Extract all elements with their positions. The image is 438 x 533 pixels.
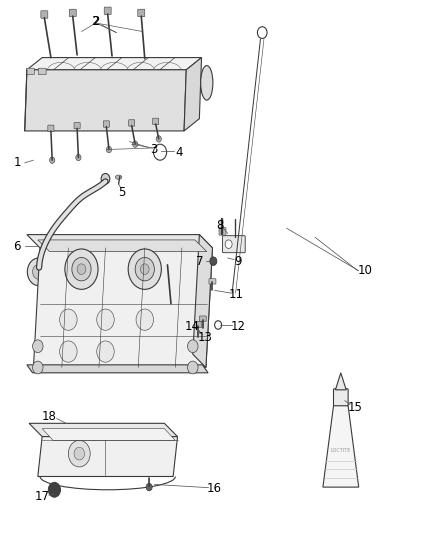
FancyBboxPatch shape (219, 228, 226, 235)
Circle shape (68, 440, 90, 467)
Polygon shape (27, 58, 201, 70)
Circle shape (65, 249, 98, 289)
Text: 10: 10 (358, 264, 373, 277)
Text: 7: 7 (196, 255, 203, 268)
Text: 8: 8 (216, 219, 223, 231)
Text: 5: 5 (118, 185, 126, 199)
FancyBboxPatch shape (26, 68, 34, 75)
Polygon shape (27, 365, 208, 373)
FancyBboxPatch shape (74, 123, 80, 129)
FancyBboxPatch shape (41, 11, 48, 18)
FancyBboxPatch shape (38, 68, 46, 75)
Circle shape (49, 157, 55, 164)
Ellipse shape (115, 175, 122, 179)
Ellipse shape (201, 66, 213, 100)
Circle shape (97, 341, 114, 362)
FancyBboxPatch shape (48, 125, 54, 132)
Circle shape (225, 240, 232, 248)
Text: 18: 18 (42, 410, 57, 423)
Text: 9: 9 (234, 255, 241, 268)
Text: 4: 4 (175, 146, 183, 159)
FancyBboxPatch shape (69, 9, 76, 17)
Circle shape (187, 361, 198, 374)
FancyBboxPatch shape (129, 120, 135, 126)
Circle shape (74, 447, 85, 460)
Circle shape (128, 249, 161, 289)
Circle shape (156, 136, 161, 142)
Polygon shape (29, 423, 177, 437)
Circle shape (32, 264, 45, 279)
FancyBboxPatch shape (104, 7, 111, 14)
Text: 13: 13 (198, 331, 212, 344)
Circle shape (27, 258, 50, 286)
Circle shape (210, 257, 217, 265)
Circle shape (72, 257, 91, 281)
Polygon shape (38, 437, 177, 477)
Circle shape (48, 482, 60, 497)
Circle shape (135, 257, 154, 281)
Circle shape (133, 141, 138, 148)
Circle shape (97, 309, 114, 330)
Polygon shape (193, 235, 212, 368)
Text: 1: 1 (14, 156, 21, 169)
Circle shape (32, 361, 43, 374)
Text: 2: 2 (92, 15, 99, 28)
Circle shape (60, 309, 77, 330)
Circle shape (60, 341, 77, 362)
Circle shape (32, 340, 43, 353)
Text: LOCTITE: LOCTITE (331, 448, 351, 453)
FancyBboxPatch shape (199, 316, 206, 321)
Circle shape (76, 155, 81, 161)
Text: 6: 6 (14, 240, 21, 253)
Polygon shape (336, 373, 346, 390)
Text: 2: 2 (91, 15, 98, 28)
FancyBboxPatch shape (103, 121, 110, 127)
Circle shape (187, 340, 198, 353)
Polygon shape (323, 405, 359, 487)
Polygon shape (184, 58, 201, 131)
Circle shape (136, 309, 153, 330)
Circle shape (101, 173, 110, 184)
FancyBboxPatch shape (164, 258, 171, 265)
FancyBboxPatch shape (194, 321, 201, 328)
FancyBboxPatch shape (209, 279, 216, 284)
Text: 16: 16 (207, 482, 222, 495)
Polygon shape (25, 70, 186, 131)
Text: 12: 12 (230, 320, 245, 333)
Polygon shape (42, 429, 175, 440)
Circle shape (77, 264, 86, 274)
Text: 11: 11 (229, 288, 244, 301)
FancyBboxPatch shape (152, 118, 159, 125)
Polygon shape (27, 235, 212, 248)
Text: 17: 17 (35, 490, 49, 503)
Text: 14: 14 (184, 320, 199, 333)
Text: 3: 3 (150, 143, 157, 156)
Circle shape (141, 264, 149, 274)
FancyBboxPatch shape (333, 389, 348, 406)
FancyBboxPatch shape (223, 236, 245, 253)
Text: 15: 15 (348, 401, 363, 414)
Polygon shape (38, 240, 207, 252)
Circle shape (106, 147, 112, 153)
Polygon shape (33, 248, 212, 368)
Circle shape (146, 483, 152, 491)
FancyBboxPatch shape (138, 9, 145, 17)
